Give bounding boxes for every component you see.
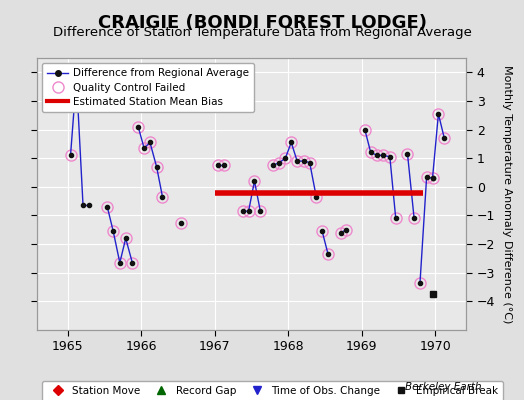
Text: Difference of Station Temperature Data from Regional Average: Difference of Station Temperature Data f… [52,26,472,39]
Text: CRAIGIE (BONDI FOREST LODGE): CRAIGIE (BONDI FOREST LODGE) [97,14,427,32]
Legend: Station Move, Record Gap, Time of Obs. Change, Empirical Break: Station Move, Record Gap, Time of Obs. C… [42,380,504,400]
Y-axis label: Monthly Temperature Anomaly Difference (°C): Monthly Temperature Anomaly Difference (… [502,65,512,323]
Text: Berkeley Earth: Berkeley Earth [406,382,482,392]
